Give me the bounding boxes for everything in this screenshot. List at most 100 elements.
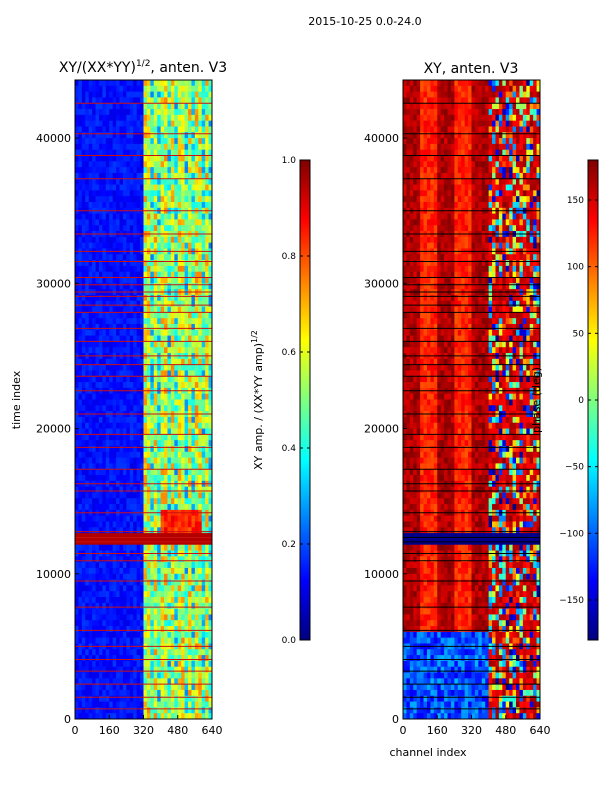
heatmap-cell xyxy=(146,213,151,220)
heatmap-cell xyxy=(88,97,93,104)
heatmap-cell xyxy=(157,684,162,691)
heatmap-cell xyxy=(205,254,209,261)
heatmap-cell xyxy=(444,143,448,151)
heatmap-cell xyxy=(143,504,148,511)
heatmap-cell xyxy=(208,172,212,180)
heatmap-cell xyxy=(146,678,151,685)
heatmap-cell xyxy=(95,527,100,534)
heatmap-cell xyxy=(146,527,151,534)
heatmap-cell xyxy=(160,161,165,168)
heatmap-cell xyxy=(153,451,158,458)
heatmap-cell xyxy=(471,143,476,151)
heatmap-cell xyxy=(174,475,179,482)
heatmap-cell xyxy=(126,620,131,627)
heatmap-cell xyxy=(167,695,172,702)
heatmap-cell xyxy=(98,515,103,522)
heatmap-cell xyxy=(177,225,182,232)
heatmap-cell xyxy=(116,335,120,342)
heatmap-cell xyxy=(92,318,96,325)
heatmap-cell xyxy=(160,103,165,110)
heatmap-cell xyxy=(140,103,144,110)
heatmap-cell xyxy=(78,161,83,168)
heatmap-cell xyxy=(95,422,100,429)
heatmap-cell xyxy=(208,701,212,708)
heatmap-cell xyxy=(177,201,182,209)
heatmap-cell xyxy=(85,713,90,719)
heatmap-cell xyxy=(157,149,162,156)
heatmap-cell xyxy=(481,103,486,110)
heatmap-cell xyxy=(174,469,179,476)
heatmap-cell xyxy=(133,701,138,708)
heatmap-cell xyxy=(153,318,158,325)
heatmap-cell xyxy=(526,85,531,93)
heatmap-cell xyxy=(92,138,96,145)
heatmap-cell xyxy=(157,85,162,93)
heatmap-cell xyxy=(133,155,138,162)
heatmap-cell xyxy=(191,475,196,482)
heatmap-cell xyxy=(160,167,165,174)
heatmap-cell xyxy=(457,109,462,116)
heatmap-cell xyxy=(184,440,189,447)
heatmap-cell xyxy=(105,660,110,668)
heatmap-cell xyxy=(447,138,452,145)
heatmap-cell xyxy=(105,544,110,551)
heatmap-cell xyxy=(98,701,103,708)
heatmap-cell xyxy=(198,614,203,621)
heatmap-cell xyxy=(194,649,199,656)
heatmap-cell xyxy=(92,149,96,156)
heatmap-cell xyxy=(177,364,182,371)
heatmap-cell xyxy=(75,155,79,162)
heatmap-cell xyxy=(112,649,117,656)
heatmap-cell xyxy=(198,556,203,563)
heatmap-cell xyxy=(112,498,117,505)
heatmap-cell xyxy=(88,161,93,168)
heatmap-cell xyxy=(109,440,114,447)
heatmap-cell xyxy=(85,138,90,145)
heatmap-cell xyxy=(143,254,148,261)
heatmap-cell xyxy=(177,155,182,162)
heatmap-cell xyxy=(157,695,162,702)
heatmap-cell xyxy=(188,713,192,719)
heatmap-cell xyxy=(133,161,138,168)
heatmap-cell xyxy=(81,655,86,662)
heatmap-cell xyxy=(177,440,182,447)
heatmap-cell xyxy=(112,126,117,133)
heatmap-cell xyxy=(98,637,103,644)
heatmap-cell xyxy=(170,660,175,668)
heatmap-cell xyxy=(126,469,131,476)
heatmap-cell xyxy=(105,91,110,98)
heatmap-cell xyxy=(157,132,162,139)
heatmap-cell xyxy=(423,91,428,98)
heatmap-cell xyxy=(78,463,83,470)
heatmap-cell xyxy=(98,335,103,342)
heatmap-cell xyxy=(191,132,196,139)
heatmap-cell xyxy=(92,655,96,662)
heatmap-cell xyxy=(92,190,96,197)
heatmap-cell xyxy=(81,143,86,151)
heatmap-cell xyxy=(140,515,144,522)
heatmap-cell xyxy=(116,620,120,627)
heatmap-cell xyxy=(119,602,124,610)
heatmap-cell xyxy=(78,103,83,110)
heatmap-cell xyxy=(184,666,189,673)
heatmap-cell xyxy=(502,132,507,139)
heatmap-cell xyxy=(75,695,79,702)
heatmap-cell xyxy=(102,236,107,244)
heatmap-cell xyxy=(136,556,141,563)
heatmap-cell xyxy=(160,707,165,714)
heatmap-cell xyxy=(78,323,83,331)
heatmap-cell xyxy=(81,713,86,719)
heatmap-cell xyxy=(133,323,138,331)
heatmap-cell xyxy=(146,312,151,319)
heatmap-cell xyxy=(88,463,93,470)
heatmap-cell xyxy=(136,440,141,447)
heatmap-cell xyxy=(502,120,507,127)
heatmap-cell xyxy=(403,85,407,93)
heatmap-cell xyxy=(122,184,127,191)
heatmap-cell xyxy=(184,114,189,122)
heatmap-cell xyxy=(437,91,442,98)
heatmap-cell xyxy=(481,85,486,93)
heatmap-cell xyxy=(447,114,452,122)
heatmap-cell xyxy=(140,323,144,331)
heatmap-cell xyxy=(85,178,90,185)
